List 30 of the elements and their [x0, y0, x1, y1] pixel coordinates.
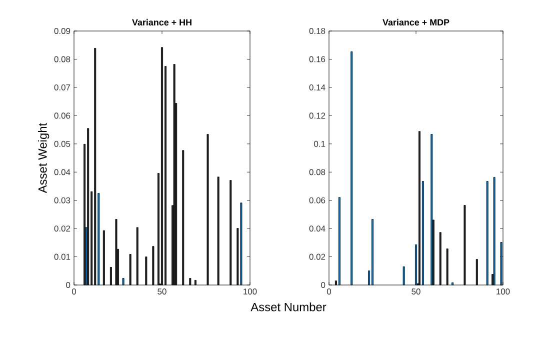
y-tick-label: 0.09: [54, 28, 70, 34]
y-tick-label: 0.08: [54, 56, 70, 62]
y-tick-label: 0: [321, 282, 326, 288]
x-axis-title: Asset Number: [250, 302, 326, 312]
y-tick-label: 0.16: [309, 56, 326, 62]
y-tick-label: 0.12: [309, 112, 326, 119]
y-tick-label: 0.08: [309, 169, 326, 176]
y-tick-label: 0.02: [54, 226, 70, 232]
y-tick-label: 0.05: [54, 140, 70, 147]
x-tick-label: 0: [72, 288, 76, 295]
y-tick-label: 0.02: [309, 254, 326, 260]
x-tick-label: 100: [244, 288, 257, 295]
x-tick-label: 100: [496, 288, 510, 295]
x-tick-label: 0: [326, 288, 332, 295]
y-axis-title: Asset Weight: [38, 122, 50, 194]
y-tick-label: 0.06: [309, 197, 326, 204]
y-tick-label: 0.18: [309, 28, 326, 34]
chart-title: Variance + MDP: [382, 18, 450, 26]
y-tick-label: 0.04: [54, 169, 70, 176]
chart-title: Variance + HH: [132, 18, 192, 26]
y-tick-label: 0.04: [309, 226, 326, 232]
x-tick-label: 50: [158, 288, 166, 295]
y-tick-label: 0.01: [54, 254, 70, 260]
y-tick-label: 0.1: [314, 140, 326, 147]
y-tick-label: 0.06: [54, 112, 70, 119]
y-tick-label: 0: [66, 282, 70, 288]
y-tick-label: 0.03: [54, 197, 70, 204]
x-tick-label: 50: [412, 288, 420, 295]
y-tick-label: 0.14: [309, 84, 326, 90]
y-tick-label: 0.07: [54, 84, 70, 90]
